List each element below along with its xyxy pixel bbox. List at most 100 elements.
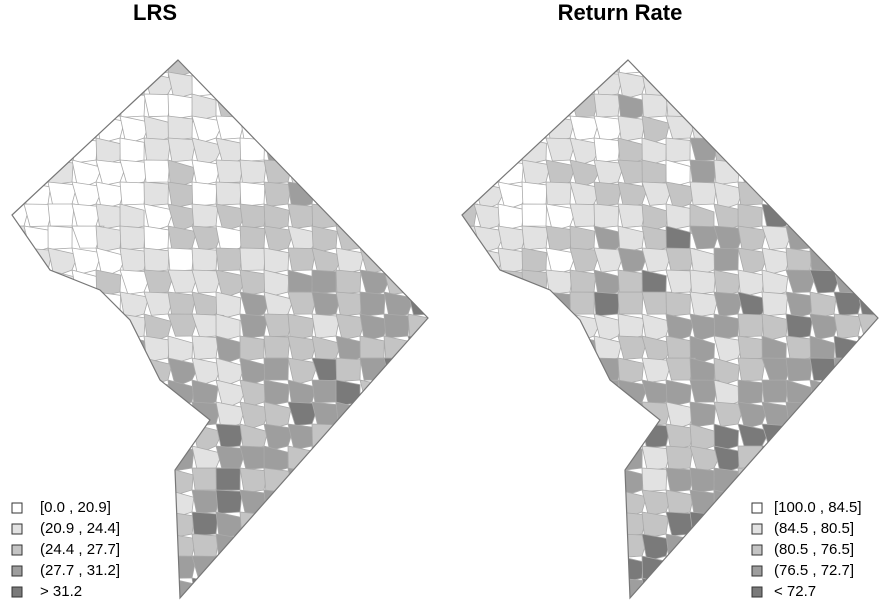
region	[521, 335, 555, 361]
region	[833, 137, 861, 168]
region	[432, 468, 458, 497]
region	[407, 379, 428, 403]
region	[521, 533, 551, 561]
region	[737, 115, 763, 140]
legend-swatch	[11, 502, 23, 514]
region	[71, 445, 103, 477]
region	[407, 203, 428, 233]
region	[191, 203, 219, 229]
region	[593, 467, 620, 492]
region	[521, 291, 553, 315]
region	[833, 401, 862, 427]
region	[857, 313, 878, 339]
region	[497, 159, 524, 187]
region	[462, 93, 481, 117]
region	[833, 71, 864, 96]
region	[462, 379, 482, 406]
legend-swatch	[751, 502, 763, 514]
region	[215, 115, 246, 140]
region	[311, 445, 339, 470]
region	[215, 577, 245, 598]
region	[71, 357, 100, 388]
region	[335, 489, 363, 513]
region	[263, 181, 292, 207]
region	[215, 60, 242, 76]
region	[383, 313, 411, 339]
region	[215, 467, 241, 491]
region	[23, 401, 54, 427]
region	[521, 60, 548, 77]
region	[359, 577, 392, 598]
region	[359, 401, 386, 432]
region	[473, 335, 501, 363]
region	[311, 115, 339, 145]
region	[432, 160, 464, 189]
map-title: LRS	[133, 0, 177, 25]
region	[95, 313, 126, 339]
region	[737, 203, 763, 231]
region	[617, 115, 646, 143]
region	[497, 115, 526, 143]
region	[335, 115, 368, 144]
region	[383, 555, 413, 580]
region	[593, 423, 623, 448]
region	[462, 115, 481, 145]
region	[23, 247, 53, 273]
region	[833, 93, 861, 120]
region	[833, 357, 861, 381]
map-panel: LRS [0.0 , 20.9] (20.9 , 24.4] (24.4 , 27.7…	[11, 0, 464, 600]
region	[497, 533, 529, 559]
region	[432, 204, 459, 233]
region	[432, 534, 462, 562]
region	[569, 445, 601, 476]
region	[12, 93, 26, 117]
region	[143, 181, 169, 207]
region	[119, 379, 146, 403]
region	[12, 291, 25, 317]
region	[311, 203, 338, 231]
region	[761, 379, 789, 403]
region	[857, 60, 878, 80]
region	[335, 357, 361, 383]
region	[665, 71, 696, 100]
region	[215, 181, 242, 206]
region	[569, 511, 602, 542]
region	[383, 423, 414, 451]
region	[473, 445, 505, 476]
legend-label: < 72.7	[774, 583, 816, 600]
region	[521, 555, 555, 583]
region	[311, 60, 343, 76]
region	[473, 60, 505, 76]
region	[809, 60, 835, 78]
region	[857, 577, 878, 598]
region	[311, 137, 338, 168]
region	[593, 291, 621, 317]
region	[359, 511, 392, 543]
region	[23, 60, 51, 77]
legend-label: (24.4 , 27.7]	[40, 541, 120, 558]
region	[569, 555, 599, 580]
region	[545, 379, 579, 405]
region	[593, 445, 620, 471]
region	[809, 357, 839, 381]
legend-swatch	[751, 544, 763, 556]
region	[713, 137, 742, 164]
region	[215, 71, 243, 98]
region	[462, 313, 481, 343]
region	[263, 577, 290, 598]
region	[617, 423, 644, 450]
region	[239, 93, 271, 122]
region	[857, 511, 878, 539]
region	[462, 291, 481, 315]
region	[287, 93, 314, 117]
region	[383, 357, 415, 381]
region	[191, 60, 218, 77]
region	[545, 71, 577, 96]
region	[545, 423, 578, 454]
region	[545, 555, 578, 585]
region	[383, 115, 412, 146]
region	[882, 534, 889, 559]
region	[143, 335, 172, 363]
region	[143, 533, 172, 558]
region	[833, 313, 863, 340]
